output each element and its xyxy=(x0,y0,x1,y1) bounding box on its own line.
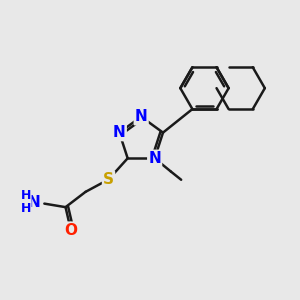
Text: N: N xyxy=(135,109,148,124)
Text: H: H xyxy=(21,202,31,215)
Text: H: H xyxy=(21,189,31,202)
Text: S: S xyxy=(103,172,114,187)
Text: N: N xyxy=(28,195,40,210)
Text: O: O xyxy=(64,223,77,238)
Text: N: N xyxy=(113,125,126,140)
Text: N: N xyxy=(148,151,161,166)
